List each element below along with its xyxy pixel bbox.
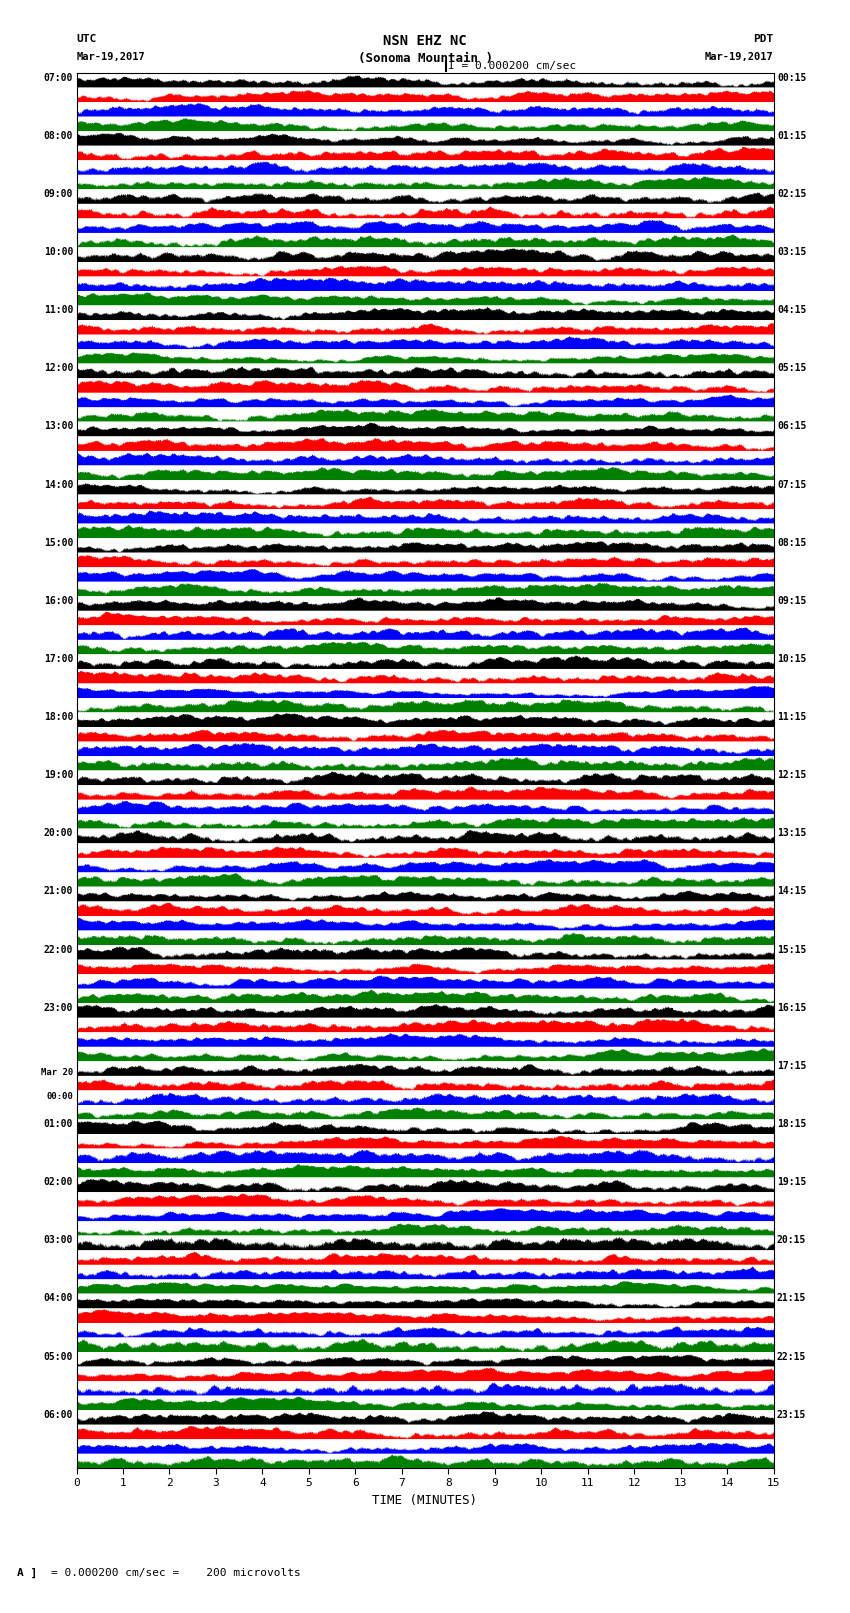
Text: 19:15: 19:15 (777, 1177, 807, 1187)
Text: 11:00: 11:00 (43, 305, 73, 315)
Text: 13:15: 13:15 (777, 829, 807, 839)
Text: 09:15: 09:15 (777, 595, 807, 606)
Text: Mar-19,2017: Mar-19,2017 (76, 52, 145, 61)
Text: 10:15: 10:15 (777, 653, 807, 665)
Text: 06:15: 06:15 (777, 421, 807, 431)
Text: PDT: PDT (753, 34, 774, 44)
Text: 09:00: 09:00 (43, 189, 73, 198)
Text: 00:00: 00:00 (46, 1092, 73, 1100)
Text: 14:00: 14:00 (43, 479, 73, 489)
Text: 22:15: 22:15 (777, 1352, 807, 1361)
Text: 11:15: 11:15 (777, 711, 807, 723)
Text: UTC: UTC (76, 34, 97, 44)
Text: 12:00: 12:00 (43, 363, 73, 373)
Text: 02:15: 02:15 (777, 189, 807, 198)
Text: 19:00: 19:00 (43, 771, 73, 781)
Text: 08:00: 08:00 (43, 131, 73, 140)
Text: I = 0.000200 cm/sec: I = 0.000200 cm/sec (448, 61, 576, 71)
Text: 08:15: 08:15 (777, 537, 807, 548)
Text: 01:00: 01:00 (43, 1119, 73, 1129)
Text: 22:00: 22:00 (43, 945, 73, 955)
Text: 20:15: 20:15 (777, 1236, 807, 1245)
Text: 16:00: 16:00 (43, 595, 73, 606)
Text: 21:15: 21:15 (777, 1294, 807, 1303)
Text: 23:15: 23:15 (777, 1410, 807, 1419)
Text: 15:00: 15:00 (43, 537, 73, 548)
Text: 18:15: 18:15 (777, 1119, 807, 1129)
Text: 23:00: 23:00 (43, 1003, 73, 1013)
Text: = 0.000200 cm/sec =    200 microvolts: = 0.000200 cm/sec = 200 microvolts (51, 1568, 301, 1578)
Text: 04:15: 04:15 (777, 305, 807, 315)
Text: 05:00: 05:00 (43, 1352, 73, 1361)
Text: A ]: A ] (17, 1568, 37, 1578)
Text: 00:15: 00:15 (777, 73, 807, 82)
Text: Mar-19,2017: Mar-19,2017 (705, 52, 774, 61)
Text: 02:00: 02:00 (43, 1177, 73, 1187)
Text: 03:00: 03:00 (43, 1236, 73, 1245)
Text: Mar 20: Mar 20 (41, 1068, 73, 1077)
Text: 05:15: 05:15 (777, 363, 807, 373)
Text: 07:15: 07:15 (777, 479, 807, 489)
Text: 18:00: 18:00 (43, 711, 73, 723)
Text: 06:00: 06:00 (43, 1410, 73, 1419)
Text: 20:00: 20:00 (43, 829, 73, 839)
Text: 21:00: 21:00 (43, 887, 73, 897)
Text: 12:15: 12:15 (777, 771, 807, 781)
Text: 01:15: 01:15 (777, 131, 807, 140)
Text: 15:15: 15:15 (777, 945, 807, 955)
Text: 10:00: 10:00 (43, 247, 73, 256)
Text: (Sonoma Mountain ): (Sonoma Mountain ) (358, 52, 492, 65)
Text: 04:00: 04:00 (43, 1294, 73, 1303)
Text: 13:00: 13:00 (43, 421, 73, 431)
Text: 17:00: 17:00 (43, 653, 73, 665)
X-axis label: TIME (MINUTES): TIME (MINUTES) (372, 1494, 478, 1507)
Text: 07:00: 07:00 (43, 73, 73, 82)
Text: NSN EHZ NC: NSN EHZ NC (383, 34, 467, 48)
Text: 16:15: 16:15 (777, 1003, 807, 1013)
Text: 17:15: 17:15 (777, 1061, 807, 1071)
Text: 14:15: 14:15 (777, 887, 807, 897)
Text: 03:15: 03:15 (777, 247, 807, 256)
